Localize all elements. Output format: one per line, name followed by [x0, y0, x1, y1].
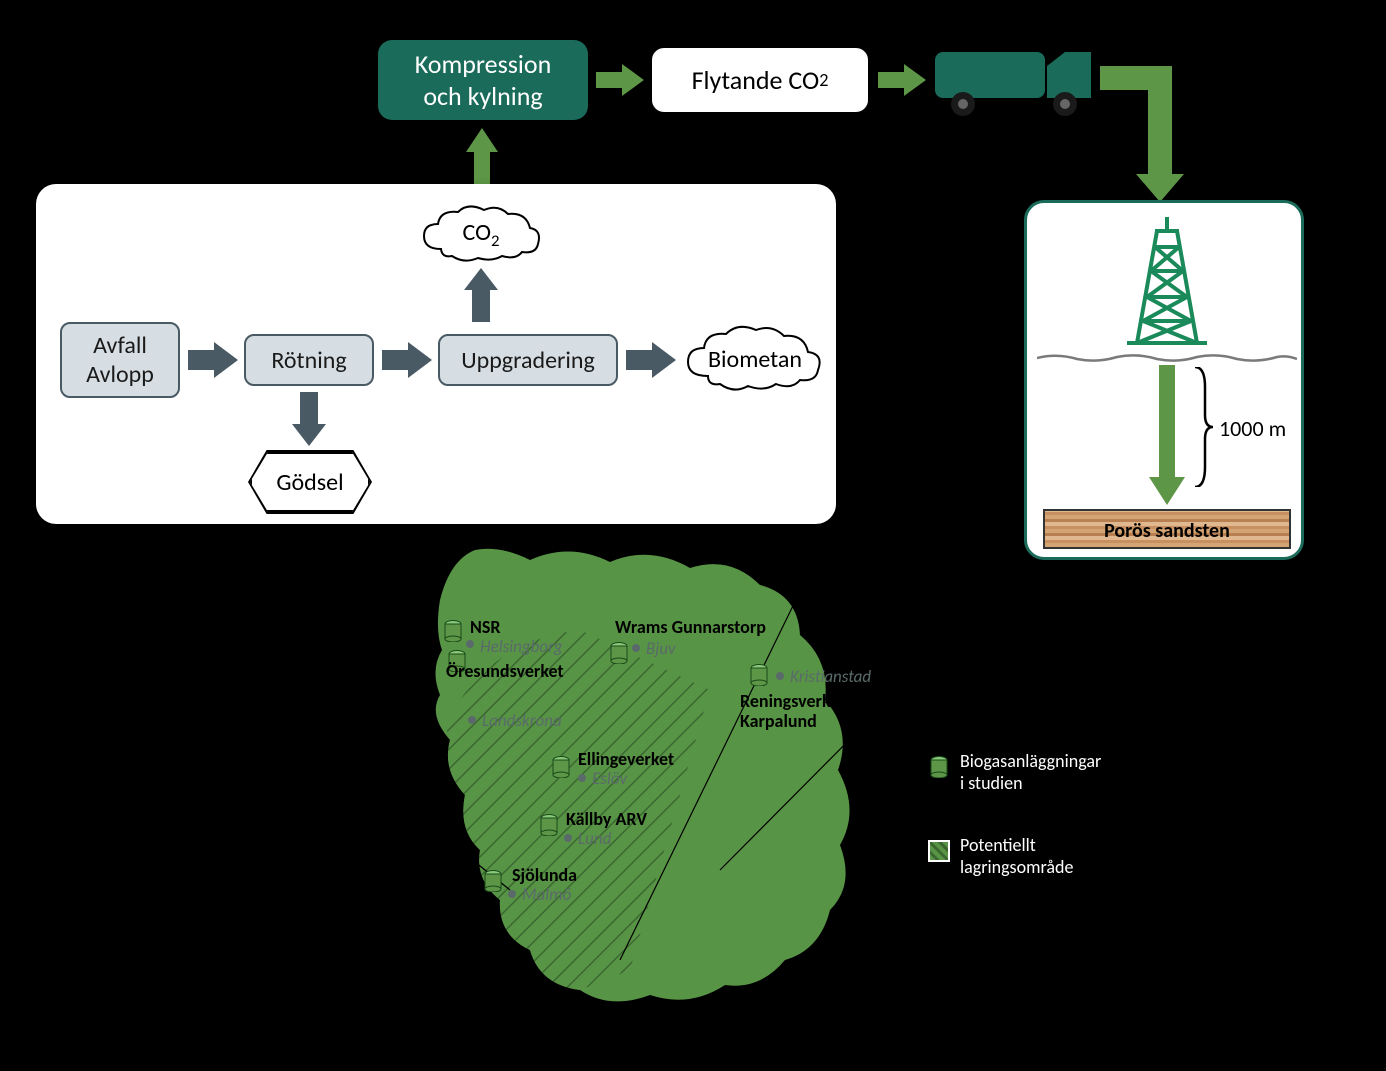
ground-line	[1037, 351, 1297, 365]
facility-icon	[444, 620, 462, 642]
storage-panel: 1000 m Porös sandsten	[1024, 200, 1304, 560]
sandstone-layer: Porös sandsten	[1043, 509, 1291, 549]
facility-icon	[484, 870, 502, 892]
arrow-dig-to-upg	[382, 342, 432, 378]
facility-label-sjolunda: Sjölunda	[512, 864, 577, 886]
arrow-liquid-to-truck	[878, 62, 928, 98]
facility-label-karpalund-2: Karpalund	[740, 710, 817, 732]
city-dot	[508, 890, 516, 898]
sandstone-label: Porös sandsten	[1045, 519, 1289, 543]
city-dot	[466, 640, 474, 648]
map-skane	[380, 540, 900, 1040]
legend-hatch-swatch	[928, 840, 950, 862]
process-panel: CO2 Avfall Avlopp Rötning Uppgradering B…	[36, 184, 836, 524]
facility-icon	[540, 814, 558, 836]
derrick-icon	[1127, 217, 1207, 347]
city-dot	[776, 672, 784, 680]
city-bjuv: Bjuv	[646, 638, 676, 659]
city-lund: Lund	[578, 828, 611, 849]
liquid-co2-box: Flytande CO2	[650, 46, 870, 114]
legend-facility-text: Biogasanläggningar i studien	[960, 750, 1101, 794]
arrow-comp-to-liquid	[596, 62, 646, 98]
arrow-dig-to-fert	[292, 392, 326, 446]
facility-label-wrams: Wrams Gunnarstorp	[615, 616, 766, 638]
fertilizer-text: Gödsel	[276, 468, 343, 497]
city-kristianstad: Kristianstad	[790, 666, 871, 687]
facility-label-nsr: NSR	[470, 616, 501, 638]
arrow-truck-to-storage	[1100, 66, 1220, 206]
facility-icon	[750, 664, 768, 686]
facility-label-ellinge: Ellingeverket	[578, 748, 674, 770]
co2-cloud: CO2	[416, 204, 546, 264]
legend-storage-text: Potentiellt lagringsområde	[960, 834, 1073, 878]
city-dot	[578, 774, 586, 782]
legend-facility-icon	[930, 756, 948, 778]
depth-label: 1000 m	[1219, 415, 1286, 442]
liquid-co2-sub: 2	[819, 69, 828, 91]
compression-box: Kompression och kylning	[378, 40, 588, 120]
facility-icon	[552, 756, 570, 778]
liquid-co2-text: Flytande CO	[692, 64, 820, 96]
facility-label-karpalund-1: Reningsverket	[740, 690, 845, 712]
fertilizer-hex: Gödsel	[250, 452, 370, 512]
digestion-box: Rötning	[244, 334, 374, 386]
biomethane-cloud: Biometan	[680, 324, 830, 394]
arrow-upg-to-co2	[464, 268, 498, 322]
arrow-down-storage	[1149, 365, 1185, 505]
city-dot	[564, 834, 572, 842]
city-dot	[632, 644, 640, 652]
facility-label-kallby: Källby ARV	[566, 808, 647, 830]
arrow-upg-to-bio	[626, 342, 676, 378]
biomethane-text: Biometan	[708, 345, 802, 374]
city-dot	[468, 716, 476, 724]
city-helsingborg: Helsingborg	[480, 636, 563, 657]
city-malmo: Malmö	[522, 884, 571, 905]
input-box: Avfall Avlopp	[60, 322, 180, 398]
truck-icon	[935, 38, 1105, 118]
upgrading-box: Uppgradering	[438, 334, 618, 386]
facility-icon	[610, 642, 628, 664]
facility-label-oresund: Öresundsverket	[446, 660, 564, 682]
arrow-input-to-dig	[188, 342, 238, 378]
depth-brace	[1191, 367, 1215, 487]
city-eslov: Eslöv	[592, 768, 627, 789]
fertilizer-hex-border: Gödsel	[248, 450, 372, 514]
co2-text: CO	[463, 218, 491, 247]
co2-sub: 2	[491, 229, 500, 250]
city-landskrona: Landskrona	[482, 710, 562, 731]
arrow-process-to-comp	[464, 126, 500, 186]
